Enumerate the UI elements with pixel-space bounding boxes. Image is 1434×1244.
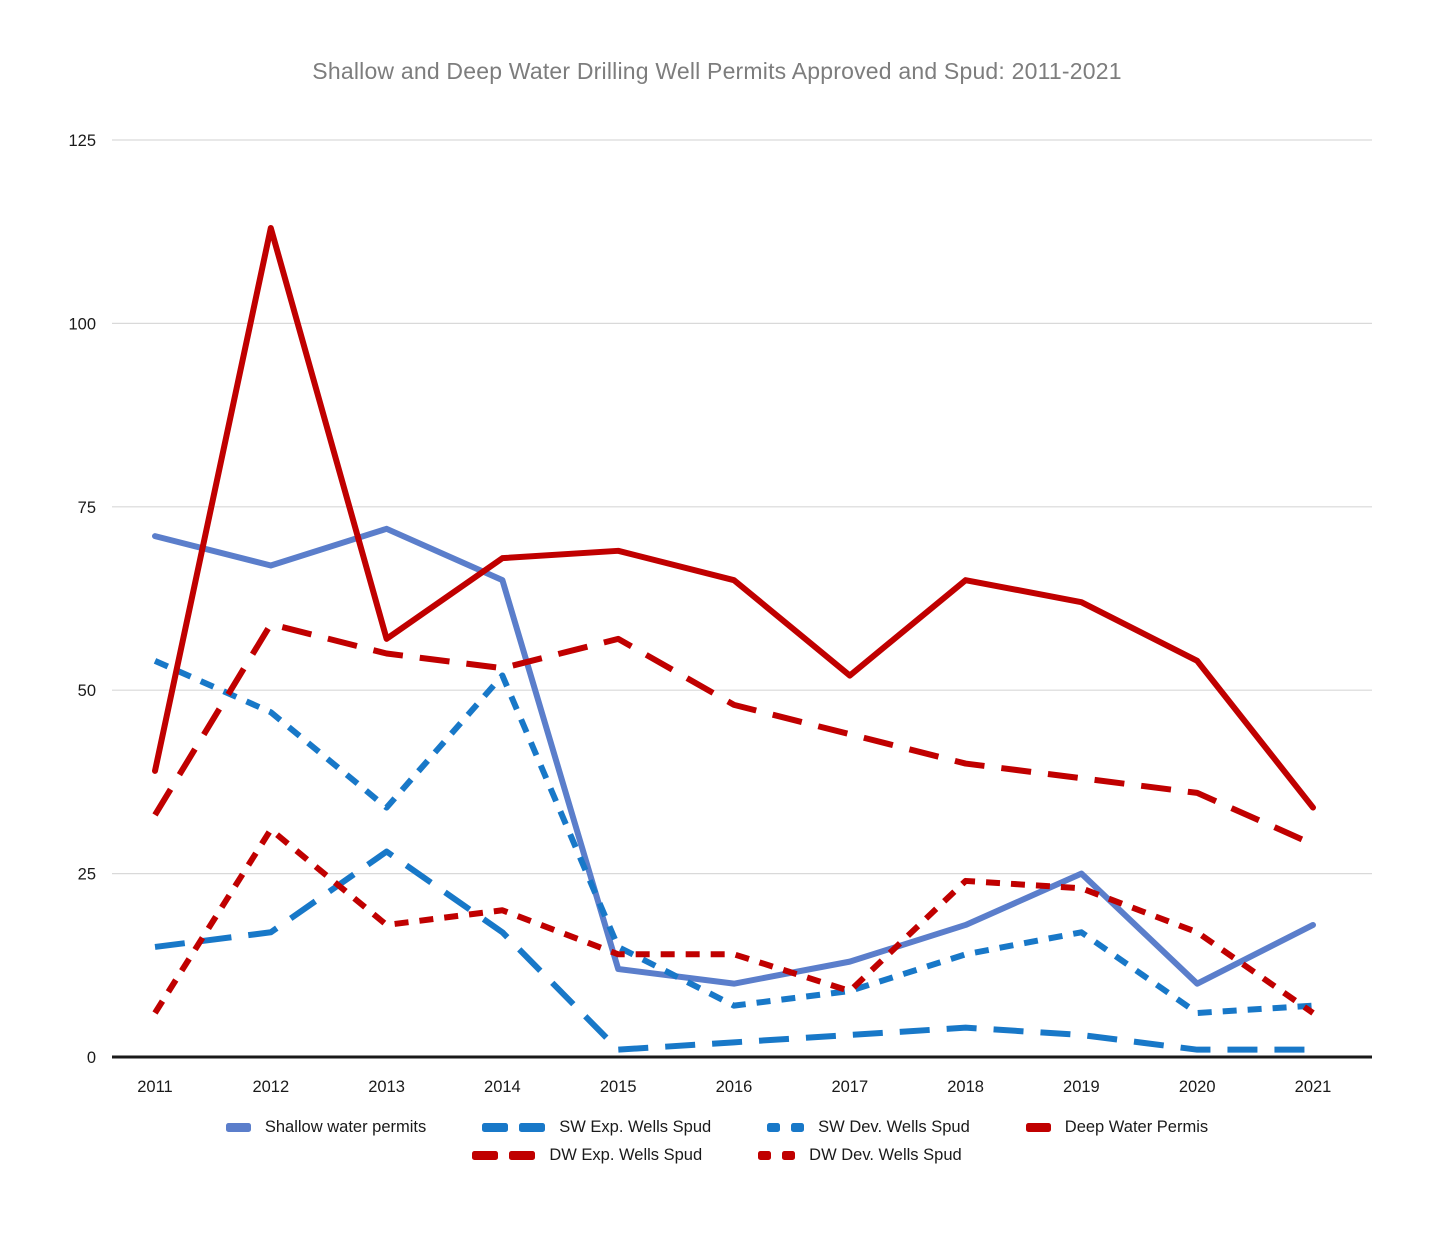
x-tick-label: 2019 xyxy=(1063,1078,1100,1096)
series-line-shallow-water-permits xyxy=(152,525,1316,987)
y-axis-labels: 0 25 50 75 100 125 xyxy=(68,132,96,1067)
x-tick-label: 2013 xyxy=(368,1078,405,1096)
x-tick-label: 2014 xyxy=(484,1078,521,1096)
legend-label: SW Dev. Wells Spud xyxy=(818,1118,970,1136)
x-axis-labels: 2011 2012 2013 2014 2015 2016 2017 2018 2019 2020… xyxy=(137,1078,1331,1096)
legend-label: Deep Water Permis xyxy=(1064,1118,1209,1136)
x-tick-label: 2012 xyxy=(252,1078,289,1096)
series-line-deep-water-permis xyxy=(152,225,1316,811)
gridlines xyxy=(112,139,1372,1059)
chart-title: Shallow and Deep Water Drilling Well Per… xyxy=(312,58,1122,84)
series-line-sw-exp-wells-spud xyxy=(154,848,1313,1053)
y-tick-label: 100 xyxy=(68,315,96,333)
legend-label: SW Exp. Wells Spud xyxy=(559,1118,712,1136)
legend-label: DW Exp. Wells Spud xyxy=(549,1146,703,1164)
legend-row-1: Shallow water permits SW Exp. Wells Spud… xyxy=(225,1118,1209,1137)
series-line-sw-dev-wells-spud xyxy=(153,658,1314,1016)
legend-label: Shallow water permits xyxy=(264,1118,427,1136)
legend-item-shallow-water-permits: Shallow water permits xyxy=(225,1118,427,1137)
x-tick-label: 2016 xyxy=(716,1078,753,1096)
y-tick-label: 25 xyxy=(78,866,96,884)
series-line-dw-exp-wells-spud xyxy=(152,621,1315,847)
legend-item-dw-dev-wells-spud: DW Dev. Wells Spud xyxy=(758,1146,962,1165)
y-tick-label: 125 xyxy=(68,132,96,150)
legend-swatch-solid-red-icon xyxy=(1025,1123,1051,1132)
legend-label: DW Dev. Wells Spud xyxy=(809,1146,962,1164)
x-tick-label: 2017 xyxy=(831,1078,868,1096)
x-tick-label: 2011 xyxy=(137,1078,172,1096)
y-tick-label: 75 xyxy=(78,499,96,517)
legend-swatch-long-dash-red-icon xyxy=(472,1151,536,1160)
x-tick-label: 2020 xyxy=(1179,1078,1216,1096)
series-line-dw-dev-wells-spud xyxy=(152,826,1315,1016)
y-tick-label: 0 xyxy=(87,1049,96,1067)
y-tick-label: 50 xyxy=(78,682,96,700)
legend-item-dw-exp-wells-spud: DW Exp. Wells Spud xyxy=(472,1146,702,1165)
legend-item-deep-water-permits: Deep Water Permis xyxy=(1025,1118,1209,1137)
legend-row-2: DW Exp. Wells Spud DW Dev. Wells Spud xyxy=(472,1146,962,1165)
legend-swatch-short-dash-red-icon xyxy=(758,1151,796,1160)
x-tick-label: 2021 xyxy=(1295,1078,1332,1096)
legend-swatch-solid-blue-icon xyxy=(225,1123,251,1132)
x-tick-label: 2015 xyxy=(600,1078,637,1096)
legend-swatch-long-dash-blue-icon xyxy=(482,1123,546,1132)
x-tick-label: 2018 xyxy=(947,1078,984,1096)
legend-swatch-short-dash-blue-icon xyxy=(767,1123,805,1132)
legend-item-sw-dev-wells-spud: SW Dev. Wells Spud xyxy=(767,1118,970,1137)
chart-legend: Shallow water permits SW Exp. Wells Spud… xyxy=(0,1118,1434,1165)
legend-item-sw-exp-wells-spud: SW Exp. Wells Spud xyxy=(482,1118,711,1137)
